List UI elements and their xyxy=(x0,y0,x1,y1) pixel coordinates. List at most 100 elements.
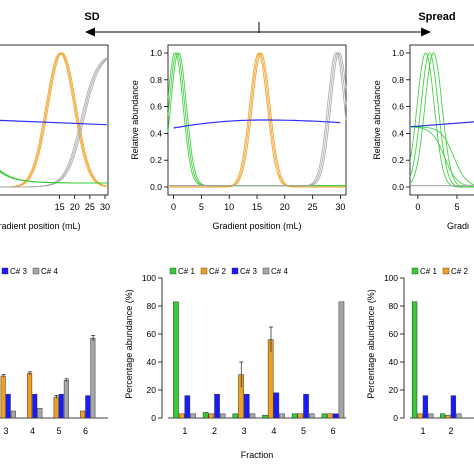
legend-swatch xyxy=(200,267,208,275)
y-tick-label: 0.4 xyxy=(392,128,404,138)
y-tick-label: 40 xyxy=(147,357,157,367)
bar-C4-5 xyxy=(308,413,315,419)
y-tick-label: 1.0 xyxy=(392,48,404,58)
bar-C1-3 xyxy=(232,413,239,419)
y-tick-label: 80 xyxy=(389,301,399,311)
x-tick-label: 5 xyxy=(454,202,459,212)
x-tick-label: 0 xyxy=(171,202,176,212)
bar-panel-bottom-right: 0 20 40 60 80 100 Percentage abundance (%) 1 2 C#… xyxy=(366,267,474,436)
x-tick-label: 30 xyxy=(100,202,110,212)
series-line-1-2 xyxy=(0,58,109,188)
x-axis-label: Gradi xyxy=(447,221,469,231)
bar-C3-4 xyxy=(32,393,38,419)
x-tick-label: 30 xyxy=(335,202,345,212)
y-tick-label: 0.4 xyxy=(150,128,162,138)
plot-frame xyxy=(0,44,109,196)
y-tick-label: 0.8 xyxy=(392,75,404,85)
x-tick-label: 4 xyxy=(271,426,276,436)
header-label-right: Spread xyxy=(418,11,455,23)
series-line-3-0 xyxy=(173,119,341,129)
y-tick-label: 0 xyxy=(393,413,398,423)
arrow-head-left xyxy=(85,27,95,37)
legend-swatch xyxy=(231,267,239,275)
y-tick-label: 0.8 xyxy=(150,75,162,85)
x-tick-label: 1 xyxy=(420,426,425,436)
x-tick-label: 25 xyxy=(85,202,95,212)
y-tick-label: 20 xyxy=(389,385,399,395)
header-arrow: SD Spread xyxy=(84,11,456,37)
bar-C4-1 xyxy=(428,413,434,419)
x-tick-label: 20 xyxy=(280,202,290,212)
bar-C2-2 xyxy=(445,414,451,419)
legend-label: C# 1 xyxy=(178,267,195,276)
y-tick-label: 0.6 xyxy=(392,102,404,112)
series-line-3-0 xyxy=(0,119,107,126)
bar-C2-2 xyxy=(208,413,215,419)
x-tick-label: 10 xyxy=(224,202,234,212)
legend-swatch xyxy=(411,267,419,275)
bar-C3-2 xyxy=(214,393,220,419)
y-tick-label: 0.2 xyxy=(392,155,404,165)
bar-C1-1 xyxy=(173,301,179,419)
bar-C2-1 xyxy=(417,413,423,419)
series-line-2-2 xyxy=(168,52,347,187)
y-tick-label: 1.0 xyxy=(150,48,162,58)
bar-C3-6 xyxy=(332,413,339,419)
bar-C3-5 xyxy=(58,393,64,419)
bar-C2-3 xyxy=(0,375,6,419)
legend-swatch xyxy=(169,267,177,275)
legend-swatch xyxy=(1,267,9,275)
bar-C2-5 xyxy=(297,413,304,419)
bar-C4-2 xyxy=(219,413,226,419)
x-axis-label: Fraction xyxy=(241,450,274,460)
x-axis-label: Gradient position (mL) xyxy=(212,221,301,231)
x-tick-label: 0 xyxy=(415,202,420,212)
bar-C3-6 xyxy=(85,395,91,419)
legend-swatch xyxy=(32,267,40,275)
legend-swatch xyxy=(442,267,450,275)
bar-C2-6 xyxy=(80,410,86,419)
bar-C2-5 xyxy=(53,396,59,419)
y-axis-label: Percentage abundance (%) xyxy=(366,289,376,399)
legend-label: C# 4 xyxy=(271,267,288,276)
header-label-left: SD xyxy=(84,11,99,23)
y-tick-label: 60 xyxy=(147,329,157,339)
x-tick-label: 2 xyxy=(448,426,453,436)
legend-label: C# 3 xyxy=(10,267,27,276)
y-tick-label: 100 xyxy=(142,273,156,283)
x-tick-label: 20 xyxy=(70,202,80,212)
y-tick-label: 0.2 xyxy=(150,155,162,165)
legend-label: C# 3 xyxy=(240,267,257,276)
bar-C3-4 xyxy=(273,392,280,419)
y-axis-label: Percentage abundance (%) xyxy=(124,289,134,399)
arrow-head-right xyxy=(421,27,431,37)
bar-C3-1 xyxy=(422,395,429,419)
bar-C3-3 xyxy=(243,393,250,419)
series-line-0-2 xyxy=(409,52,474,188)
bar-C1-1 xyxy=(411,301,418,419)
x-tick-label: 5 xyxy=(199,202,204,212)
y-tick-label: 60 xyxy=(389,329,399,339)
y-tick-label: 100 xyxy=(384,273,398,283)
legend-label: C# 4 xyxy=(41,267,58,276)
y-tick-label: 0.0 xyxy=(392,182,404,192)
y-axis-label: Relative abundance xyxy=(372,80,382,160)
bar-C2-6 xyxy=(327,413,333,419)
bar-C3-5 xyxy=(303,393,309,419)
x-tick-label: 5 xyxy=(56,426,61,436)
legend-label: C# 1 xyxy=(420,267,437,276)
bar-panel-bottom-middle: 0 20 40 60 80 100 Percentage abundance (%) 1 2 3 4… xyxy=(124,267,346,460)
bar-C2-4 xyxy=(27,372,33,419)
bar-C3-2 xyxy=(450,395,457,419)
line-panel-top-middle: 0 5 10 15 20 25 30 0.0 0.2 0.4 0.6 0.8 1.0 Relative a… xyxy=(130,44,347,231)
series-line-0-0 xyxy=(409,52,474,188)
x-tick-label: 15 xyxy=(252,202,262,212)
series-line-0-2 xyxy=(0,52,109,188)
y-tick-label: 0.0 xyxy=(150,182,162,192)
y-tick-label: 0 xyxy=(151,413,156,423)
series-line-1-0 xyxy=(409,126,474,187)
x-axis-label: Gradient position (mL) xyxy=(0,221,81,231)
bar-C3-3 xyxy=(5,393,11,419)
bar-C4-1 xyxy=(190,413,196,419)
